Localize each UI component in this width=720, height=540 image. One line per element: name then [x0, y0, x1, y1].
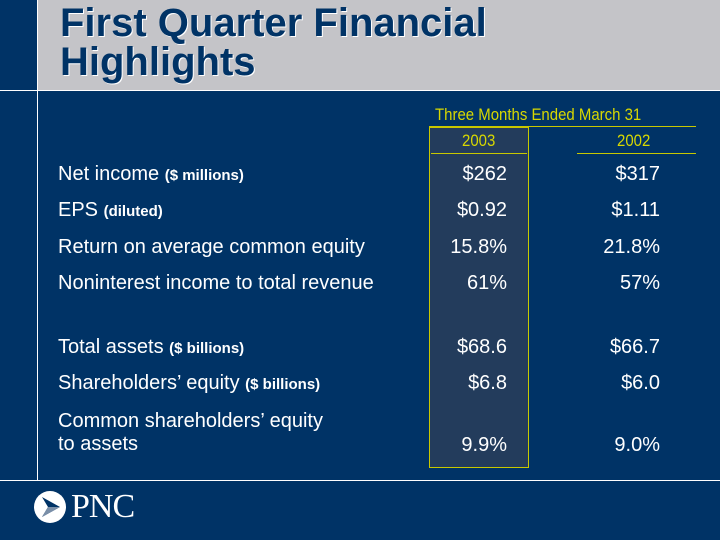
highlight-column-2003	[429, 127, 529, 468]
period-header: Three Months Ended March 31	[435, 105, 642, 124]
cell-v2003: 9.9%	[461, 434, 507, 456]
row-label-text: Net income	[58, 163, 160, 185]
row-unit: ($ billions)	[245, 376, 321, 393]
cell-v2003: $262	[462, 163, 508, 185]
row-label-text: Noninterest income to total revenue	[58, 272, 374, 294]
cell-v2003: $0.92	[456, 199, 507, 221]
pnc-logo: PNC	[33, 488, 135, 526]
cell-v2003: $68.6	[456, 336, 507, 358]
header-underline	[429, 126, 696, 127]
row-label: Shareholders’ equity ($ billions)	[58, 372, 320, 395]
row-label-text: Common shareholders’ equity	[58, 410, 323, 432]
pnc-triangle-icon	[34, 491, 66, 523]
cell-v2003: $6.8	[468, 372, 507, 394]
cell-v2002: 57%	[619, 272, 660, 294]
cell-v2003: 61%	[466, 272, 507, 294]
row-unit: (diluted)	[103, 203, 163, 220]
row-label: EPS (diluted)	[58, 199, 163, 222]
row-unit: ($ billions)	[169, 340, 245, 357]
column-header-2003: 2003	[462, 131, 496, 150]
cell-v2002: $1.11	[611, 199, 660, 221]
col-2002-underline	[577, 153, 696, 154]
row-label-line2: to assets	[58, 433, 139, 455]
column-header-2002: 2002	[617, 131, 651, 150]
col-2003-underline	[431, 153, 527, 154]
cell-v2002: 9.0%	[614, 434, 660, 456]
cell-v2003: 15.8%	[450, 236, 507, 258]
row-label: Total assets ($ billions)	[58, 336, 244, 359]
cell-v2002: 21.8%	[603, 236, 660, 258]
row-label: Common shareholders’ equity to assets	[58, 410, 323, 456]
cell-v2002: $66.7	[609, 336, 660, 358]
row-label: Net income ($ millions)	[58, 163, 244, 186]
row-label-text: EPS	[58, 199, 99, 221]
row-label-text: Total assets	[58, 336, 164, 358]
slide-title: First Quarter Financial Highlights	[60, 1, 487, 84]
divider-top	[0, 90, 720, 91]
row-label-text: Shareholders’ equity	[58, 372, 240, 394]
row-label-text: Return on average common equity	[58, 236, 365, 258]
title-bar	[38, 0, 720, 90]
cell-v2002: $6.0	[621, 372, 660, 394]
row-unit: ($ millions)	[164, 167, 244, 184]
divider-bottom	[0, 480, 720, 481]
row-label: Noninterest income to total revenue	[58, 272, 374, 295]
divider-vertical	[37, 0, 38, 480]
row-label: Return on average common equity	[58, 236, 365, 259]
cell-v2002: $317	[615, 163, 661, 185]
pnc-logo-text: PNC	[71, 488, 135, 525]
